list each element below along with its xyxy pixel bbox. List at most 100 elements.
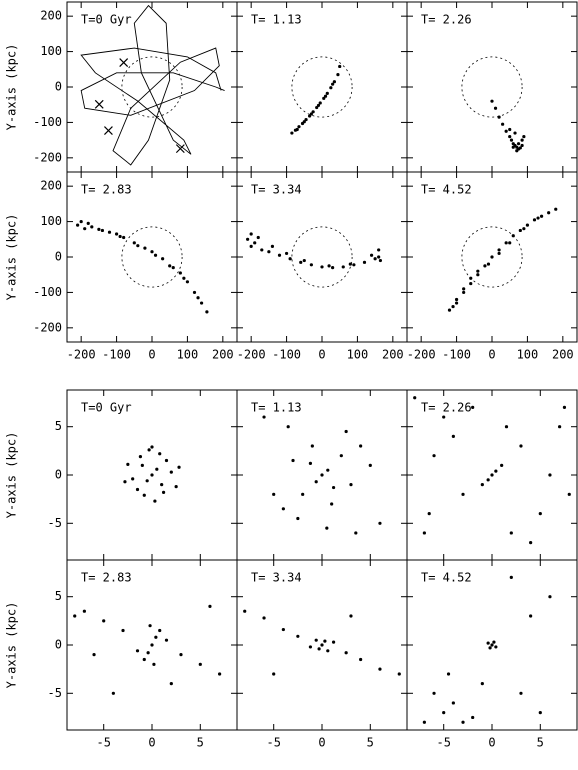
particle <box>497 115 501 119</box>
particle <box>97 227 101 231</box>
particle <box>150 473 154 477</box>
particle <box>147 448 151 452</box>
x-tick-label: 5 <box>197 736 204 750</box>
particle <box>352 263 356 267</box>
particle <box>92 653 96 657</box>
particle <box>362 260 367 264</box>
y-tick-label: 0 <box>55 468 62 482</box>
x-tick-label: 100 <box>347 348 369 362</box>
particle <box>378 258 383 263</box>
particle <box>476 273 480 277</box>
particle <box>320 473 324 477</box>
x-tick-label: -5 <box>266 736 280 750</box>
particle <box>311 110 315 114</box>
particle <box>511 145 515 149</box>
particle <box>494 645 498 649</box>
particle <box>262 616 266 620</box>
particle <box>461 492 465 496</box>
particle <box>504 425 509 429</box>
particle <box>349 483 353 487</box>
y-tick-label: 5 <box>55 419 62 433</box>
particle <box>471 715 475 720</box>
x-tick-label: 0 <box>488 348 495 362</box>
particle <box>121 628 125 633</box>
particle <box>297 125 301 129</box>
particle <box>243 609 247 613</box>
particle <box>270 244 275 248</box>
particle <box>256 235 260 240</box>
x-tick-label: 5 <box>367 736 374 750</box>
panel-frame <box>406 1 578 173</box>
y-tick-label: 100 <box>40 214 62 228</box>
particle <box>296 516 300 521</box>
panel-annotation: T= 1.13 <box>251 401 302 415</box>
particle <box>135 649 140 653</box>
particle <box>331 640 336 644</box>
particle <box>296 634 300 638</box>
x-tick-label: -200 <box>67 348 96 362</box>
particle <box>461 720 465 724</box>
particle <box>471 405 475 409</box>
particle <box>290 131 294 135</box>
particle <box>123 480 127 484</box>
particle <box>378 667 382 671</box>
particle <box>325 91 329 95</box>
particle <box>451 434 455 438</box>
particle <box>369 253 374 257</box>
particle <box>160 483 164 487</box>
particle <box>539 214 544 218</box>
particle <box>136 244 140 248</box>
particle <box>554 207 558 211</box>
particle <box>122 235 126 240</box>
particle <box>518 228 522 233</box>
particle <box>486 641 490 645</box>
particle <box>442 415 446 419</box>
particle <box>493 106 498 110</box>
reference-circle <box>291 226 353 288</box>
particle <box>486 478 490 482</box>
particle <box>153 253 158 257</box>
particle <box>567 492 571 496</box>
particle <box>490 99 494 103</box>
particle <box>302 258 306 263</box>
particle <box>174 484 178 489</box>
particle <box>142 657 146 662</box>
particle <box>107 230 112 234</box>
panel-frame <box>66 1 238 173</box>
particle <box>529 614 533 618</box>
particle <box>131 477 135 481</box>
x-tick-label: 200 <box>552 348 574 362</box>
particle <box>519 691 523 695</box>
particle <box>291 458 295 463</box>
y-tick-label: 5 <box>55 589 62 603</box>
particle <box>145 479 149 483</box>
particle <box>152 662 156 666</box>
particle <box>508 134 512 139</box>
particle <box>320 643 324 647</box>
particle <box>548 595 552 599</box>
panel-annotation: T= 4.52 <box>421 571 472 585</box>
particle <box>196 296 200 300</box>
particle <box>154 635 158 639</box>
x-tick-label: -200 <box>407 348 436 362</box>
particle <box>267 250 271 254</box>
y-tick-label: -100 <box>33 115 62 129</box>
particle <box>480 682 484 686</box>
particle <box>86 221 90 225</box>
particle <box>138 455 143 459</box>
particle <box>262 415 266 419</box>
particle <box>322 96 326 100</box>
particle <box>135 487 140 492</box>
x-tick-label: -5 <box>96 736 110 750</box>
particle <box>451 304 455 309</box>
particle <box>344 651 348 655</box>
particle <box>373 257 377 261</box>
particle <box>153 499 157 503</box>
particle <box>168 264 172 268</box>
particle <box>327 264 331 268</box>
y-tick-label: 200 <box>40 9 62 23</box>
particle <box>246 237 250 241</box>
particle <box>286 425 290 429</box>
particle <box>331 485 336 490</box>
particle <box>447 308 452 312</box>
